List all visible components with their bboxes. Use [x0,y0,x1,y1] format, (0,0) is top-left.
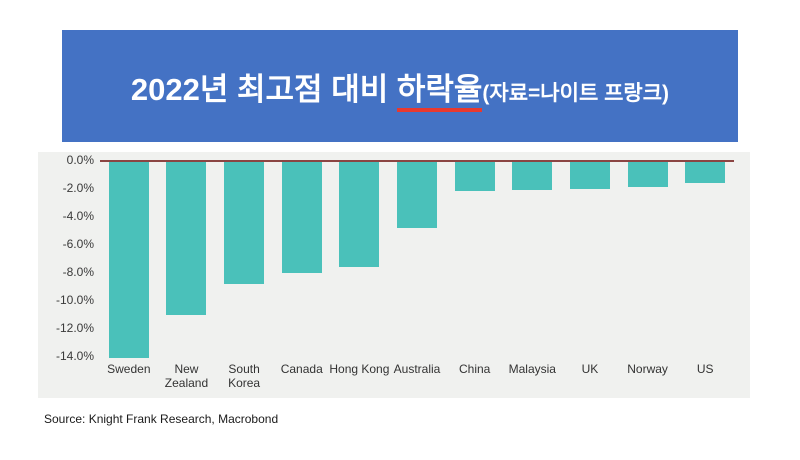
bar-column: UK [561,160,619,376]
bar-malaysia [512,162,553,190]
bar-hong-kong [339,162,380,267]
x-axis-label: New Zealand [164,362,209,391]
bar-column: Sweden [100,160,158,376]
plot-area: Sweden New Zealand South Korea Canada Hong K… [100,160,734,390]
bar-column: Australia [388,160,446,376]
x-axis-label: Sweden [107,362,151,376]
bar-australia [397,162,438,228]
y-tick-label: -2.0% [62,181,94,195]
x-axis-label: Malaysia [508,362,556,376]
y-tick-label: -4.0% [62,209,94,223]
y-tick-label: -12.0% [55,321,94,335]
source-note: Source: Knight Frank Research, Macrobond [44,412,279,426]
title-banner: 2022년 최고점 대비 하락율(자료=나이트 프랑크) [62,30,738,142]
title-part1: 2022년 최고점 대비 [130,71,397,107]
y-tick-label: -8.0% [62,265,94,279]
title-subtext: (자료=나이트 프랑크) [482,81,670,105]
bar-chart-panel: 0.0% -2.0% -4.0% -6.0% -8.0% -10.0% -12.0% -14.… [38,152,750,398]
bar-column: New Zealand [158,160,216,390]
bar-column: China [446,160,504,376]
y-tick-label: 0.0% [66,153,94,167]
bar-column: US [676,160,734,376]
bar-column: Canada [273,160,331,376]
bar-south-korea [224,162,265,284]
x-axis-label: UK [581,362,599,376]
zero-baseline [100,160,734,162]
bar-column: South Korea [215,160,273,390]
x-axis-label: Australia [393,362,441,376]
bar-uk [569,162,610,189]
x-axis-label: US [696,362,714,376]
bar-us [685,162,726,183]
bar-norway [627,162,668,188]
y-tick-label: -14.0% [55,349,94,363]
x-axis-label: Canada [280,362,323,376]
bar-column: Malaysia [503,160,561,376]
bar-column: Hong Kong [329,160,389,376]
title-underlined: 하락율 [396,71,483,112]
y-tick-label: -6.0% [62,237,94,251]
chart-area: 0.0% -2.0% -4.0% -6.0% -8.0% -10.0% -12.0% -14.… [48,153,734,396]
y-tick-label: -10.0% [55,293,94,307]
x-axis-label: Norway [627,362,668,376]
bar-column: Norway [619,160,677,376]
bar-sweden [108,162,149,358]
bar-china [454,162,495,192]
x-axis-label: China [458,362,491,376]
x-axis-label: Hong Kong [329,362,390,376]
x-axis-label: South Korea [228,362,261,391]
page-title: 2022년 최고점 대비 하락율(자료=나이트 프랑크) [130,64,670,112]
bar-new-zealand [166,162,207,315]
y-axis: 0.0% -2.0% -4.0% -6.0% -8.0% -10.0% -12.0% -14.… [48,153,100,363]
bar-canada [281,162,322,273]
